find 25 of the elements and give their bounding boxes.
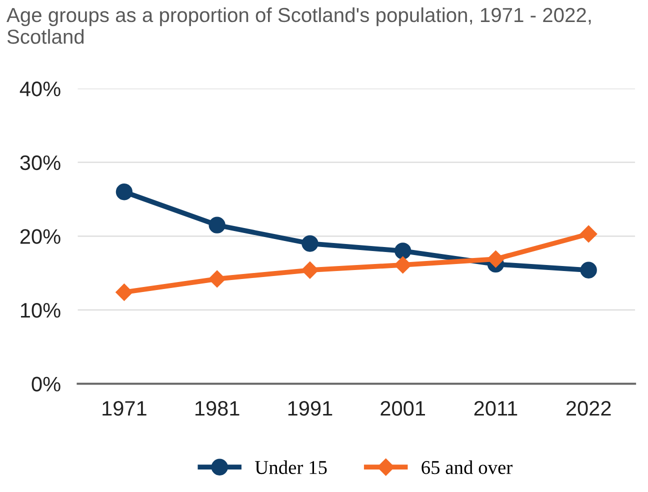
- y-tick-label: 40%: [20, 82, 60, 96]
- point: [394, 256, 412, 274]
- y-tick-label: 0%: [32, 376, 60, 392]
- x-tick-label: 2001: [380, 400, 425, 416]
- y-tick-label: 20%: [20, 229, 60, 244]
- y-tick-label: 10%: [20, 302, 60, 318]
- point: [208, 216, 226, 234]
- point: [208, 270, 226, 288]
- point: [116, 184, 133, 200]
- point: [302, 235, 318, 252]
- point: [394, 242, 412, 260]
- point: [116, 284, 133, 301]
- x-tick-label: 1991: [288, 400, 332, 416]
- chart-title: Age groups as a proportion of Scotland's population, 1971 - 2022, Scotland: [6, 7, 591, 44]
- legend-label: Under 15: [255, 460, 327, 474]
- point: [487, 250, 504, 268]
- x-tick-label: 1971: [102, 400, 146, 416]
- x-tick-label: 2011: [474, 400, 518, 416]
- point: [580, 262, 597, 278]
- y-tick-label: 30%: [20, 155, 60, 170]
- legend-label: 65 and over: [422, 460, 512, 474]
- point: [301, 262, 319, 279]
- point: [580, 225, 598, 242]
- x-tick-label: 2022: [566, 400, 611, 416]
- x-tick-label: 1981: [196, 400, 240, 416]
